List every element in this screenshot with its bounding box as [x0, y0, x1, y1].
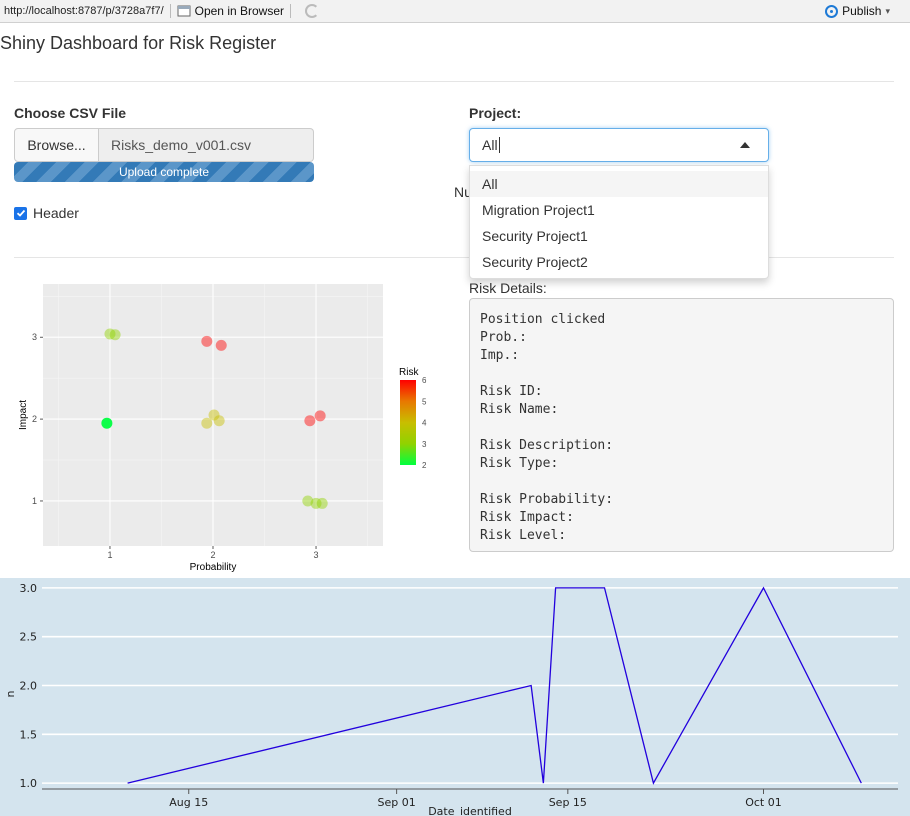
risk-details-line: Risk Name: [480, 402, 559, 417]
risk-details-line: Risk Probability: [480, 492, 614, 507]
legend-tick-label: 6 [422, 376, 427, 385]
y-axis-title: Impact [18, 400, 29, 430]
x-tick-label: Aug 15 [169, 796, 208, 809]
risk-point [304, 415, 316, 427]
header-checkbox-row: Header [14, 205, 79, 221]
y-tick-label: 3.0 [20, 582, 38, 595]
publish-button[interactable]: Publish ▾ [825, 4, 890, 18]
x-tick-label: 3 [314, 550, 319, 560]
y-tick-label: 3 [32, 332, 37, 342]
toolbar-divider [290, 4, 291, 18]
risk-point [314, 410, 326, 422]
risk-details-line: Imp.: [480, 348, 520, 363]
x-tick-label: 1 [107, 550, 112, 560]
chevron-down-icon: ▾ [885, 5, 890, 16]
page-title: Shiny Dashboard for Risk Register [0, 33, 277, 53]
risk-point [213, 415, 225, 427]
x-tick-label: Oct 01 [745, 796, 782, 809]
publish-icon [825, 4, 839, 18]
project-option[interactable]: Migration Project1 [482, 202, 595, 218]
chart-background [0, 578, 910, 816]
toolbar-divider [169, 4, 171, 18]
file-input: Browse... Risks_demo_v001.csv [14, 128, 314, 162]
risk-point [310, 497, 322, 509]
risk-point [104, 328, 116, 340]
file-name-field[interactable]: Risks_demo_v001.csv [99, 128, 314, 162]
y-tick-label: 1.5 [20, 728, 38, 741]
risk-details-line: Risk Impact: [480, 510, 574, 525]
risk-details-line [480, 365, 883, 383]
risks-over-time-chart[interactable]: 1.0 1.5 2.0 2.5 3.0 Aug 15 Sep 01 Sep 15 Oct 01 D… [0, 578, 910, 816]
x-axis-title: Probability [190, 562, 237, 573]
legend-tick-label: 2 [422, 461, 427, 470]
risk-details-line: Position clicked [480, 312, 606, 327]
legend-tick-label: 3 [422, 440, 427, 449]
legend-tick-label: 5 [422, 397, 427, 406]
viewer-url: http://localhost:8787/p/3728a7f7/ [4, 5, 164, 17]
divider [14, 81, 894, 82]
risk-details-line: Risk ID: [480, 384, 543, 399]
x-tick-label: Sep 15 [549, 796, 587, 809]
legend-title: Risk [399, 367, 419, 378]
caret-up-icon [740, 142, 750, 148]
risk-point [201, 335, 213, 347]
series-line [127, 586, 862, 785]
y-axis-title: n [4, 690, 17, 697]
project-select[interactable]: All [469, 128, 769, 162]
risk-details-label: Risk Details: [469, 280, 547, 296]
risk-point [201, 417, 213, 429]
project-dropdown: All Migration Project1 Security Project1… [469, 165, 769, 279]
risk-details-line: Prob.: [480, 330, 527, 345]
text-cursor [498, 137, 500, 153]
header-checkbox-label: Header [33, 205, 79, 221]
project-option[interactable]: All [470, 171, 768, 197]
upload-progress-text: Upload complete [118, 165, 210, 179]
x-tick-label: Sep 01 [378, 796, 416, 809]
x-tick-label: 2 [210, 550, 215, 560]
risk-matrix-chart[interactable]: 1 2 3 1 2 3 Probability Impact Risk 2 3 4 5 6 [14, 280, 444, 575]
y-tick-label: 1 [32, 496, 37, 506]
risk-point [208, 409, 220, 421]
risk-point [302, 495, 314, 507]
risk-point [101, 417, 113, 429]
legend-colorbar [400, 380, 416, 465]
risk-details-line: Risk Type: [480, 456, 559, 471]
y-tick-label: 2.5 [20, 631, 38, 644]
risk-point [109, 329, 121, 341]
y-tick-label: 1.0 [20, 777, 38, 790]
risk-details-line: Risk Level: [480, 528, 567, 543]
publish-label: Publish [842, 4, 882, 18]
project-option[interactable]: Security Project2 [482, 254, 588, 270]
header-checkbox[interactable] [14, 206, 27, 220]
risk-details-line [480, 473, 883, 491]
project-select-value: All [482, 137, 498, 153]
partial-label: Nu [454, 184, 472, 200]
open-in-browser-label: Open in Browser [194, 4, 284, 18]
risk-details-output: Position clicked Prob.: Imp.: Risk ID: Risk … [469, 298, 894, 552]
open-in-browser-icon [177, 5, 191, 17]
file-upload-label: Choose CSV File [14, 105, 127, 121]
refresh-icon[interactable] [305, 4, 319, 18]
risk-details-line: Risk Description: [480, 438, 614, 453]
x-axis-title: Date_identified [428, 805, 512, 816]
project-label: Project: [469, 105, 522, 121]
upload-progress-bar: Upload complete [14, 162, 314, 182]
y-tick-label: 2 [32, 414, 37, 424]
y-tick-label: 2.0 [20, 680, 38, 693]
divider [14, 257, 894, 258]
legend-tick-label: 4 [422, 419, 427, 428]
viewer-toolbar: http://localhost:8787/p/3728a7f7/ Open i… [0, 0, 910, 23]
browse-button[interactable]: Browse... [14, 128, 99, 162]
open-in-browser-button[interactable]: Open in Browser [177, 4, 284, 18]
checkmark-icon [16, 209, 25, 217]
project-option[interactable]: Security Project1 [482, 228, 588, 244]
risk-point [316, 497, 328, 509]
risk-details-line [480, 419, 883, 437]
risk-point [215, 339, 227, 351]
